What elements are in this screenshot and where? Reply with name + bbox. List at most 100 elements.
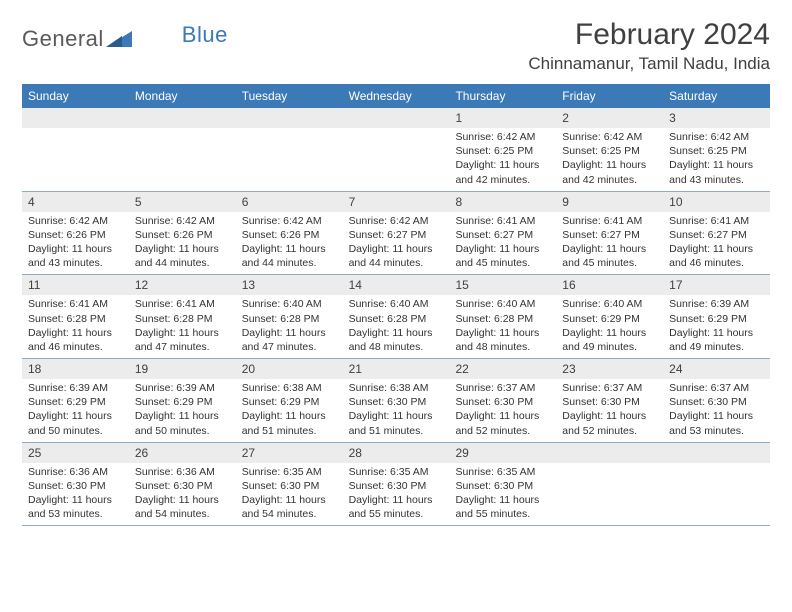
day-cell — [22, 108, 129, 191]
empty-band — [129, 108, 236, 128]
day-cell: 1Sunrise: 6:42 AMSunset: 6:25 PMDaylight… — [449, 108, 556, 191]
day-cell: 23Sunrise: 6:37 AMSunset: 6:30 PMDayligh… — [556, 359, 663, 442]
empty-band — [343, 108, 450, 128]
week-row: 25Sunrise: 6:36 AMSunset: 6:30 PMDayligh… — [22, 443, 770, 527]
day-info: Sunrise: 6:42 AMSunset: 6:27 PMDaylight:… — [343, 212, 450, 275]
day-number: 5 — [129, 192, 236, 212]
day-cell: 28Sunrise: 6:35 AMSunset: 6:30 PMDayligh… — [343, 443, 450, 526]
day-info: Sunrise: 6:38 AMSunset: 6:29 PMDaylight:… — [236, 379, 343, 442]
day-info: Sunrise: 6:35 AMSunset: 6:30 PMDaylight:… — [449, 463, 556, 526]
day-info: Sunrise: 6:37 AMSunset: 6:30 PMDaylight:… — [663, 379, 770, 442]
day-cell: 2Sunrise: 6:42 AMSunset: 6:25 PMDaylight… — [556, 108, 663, 191]
logo-text-b: Blue — [182, 22, 228, 48]
day-number: 29 — [449, 443, 556, 463]
day-info: Sunrise: 6:42 AMSunset: 6:26 PMDaylight:… — [129, 212, 236, 275]
day-number: 16 — [556, 275, 663, 295]
day-number: 18 — [22, 359, 129, 379]
day-number: 12 — [129, 275, 236, 295]
day-cell: 20Sunrise: 6:38 AMSunset: 6:29 PMDayligh… — [236, 359, 343, 442]
day-info: Sunrise: 6:38 AMSunset: 6:30 PMDaylight:… — [343, 379, 450, 442]
day-cell: 22Sunrise: 6:37 AMSunset: 6:30 PMDayligh… — [449, 359, 556, 442]
day-info: Sunrise: 6:41 AMSunset: 6:28 PMDaylight:… — [22, 295, 129, 358]
day-cell: 16Sunrise: 6:40 AMSunset: 6:29 PMDayligh… — [556, 275, 663, 358]
day-number: 9 — [556, 192, 663, 212]
empty-band — [22, 108, 129, 128]
day-cell: 21Sunrise: 6:38 AMSunset: 6:30 PMDayligh… — [343, 359, 450, 442]
day-header: Monday — [129, 84, 236, 108]
day-header: Wednesday — [343, 84, 450, 108]
day-number: 10 — [663, 192, 770, 212]
day-header: Saturday — [663, 84, 770, 108]
day-info: Sunrise: 6:37 AMSunset: 6:30 PMDaylight:… — [556, 379, 663, 442]
day-info: Sunrise: 6:41 AMSunset: 6:27 PMDaylight:… — [449, 212, 556, 275]
day-info: Sunrise: 6:42 AMSunset: 6:25 PMDaylight:… — [556, 128, 663, 191]
day-info: Sunrise: 6:39 AMSunset: 6:29 PMDaylight:… — [22, 379, 129, 442]
day-info: Sunrise: 6:36 AMSunset: 6:30 PMDaylight:… — [129, 463, 236, 526]
day-number: 20 — [236, 359, 343, 379]
logo-text-a: General — [22, 26, 104, 52]
day-number: 14 — [343, 275, 450, 295]
location: Chinnamanur, Tamil Nadu, India — [528, 54, 770, 74]
day-number: 7 — [343, 192, 450, 212]
day-cell: 27Sunrise: 6:35 AMSunset: 6:30 PMDayligh… — [236, 443, 343, 526]
day-header: Tuesday — [236, 84, 343, 108]
day-info: Sunrise: 6:39 AMSunset: 6:29 PMDaylight:… — [129, 379, 236, 442]
day-header-row: SundayMondayTuesdayWednesdayThursdayFrid… — [22, 84, 770, 108]
day-number: 17 — [663, 275, 770, 295]
day-number: 25 — [22, 443, 129, 463]
day-info: Sunrise: 6:35 AMSunset: 6:30 PMDaylight:… — [343, 463, 450, 526]
day-info: Sunrise: 6:41 AMSunset: 6:27 PMDaylight:… — [663, 212, 770, 275]
day-number: 8 — [449, 192, 556, 212]
calendar: SundayMondayTuesdayWednesdayThursdayFrid… — [22, 84, 770, 526]
day-number: 3 — [663, 108, 770, 128]
day-number: 19 — [129, 359, 236, 379]
day-cell: 19Sunrise: 6:39 AMSunset: 6:29 PMDayligh… — [129, 359, 236, 442]
title-block: February 2024 Chinnamanur, Tamil Nadu, I… — [528, 18, 770, 74]
day-cell — [663, 443, 770, 526]
day-cell — [343, 108, 450, 191]
empty-band — [556, 443, 663, 463]
day-cell — [129, 108, 236, 191]
day-cell — [556, 443, 663, 526]
day-header: Sunday — [22, 84, 129, 108]
day-cell: 29Sunrise: 6:35 AMSunset: 6:30 PMDayligh… — [449, 443, 556, 526]
day-info: Sunrise: 6:40 AMSunset: 6:29 PMDaylight:… — [556, 295, 663, 358]
day-cell: 18Sunrise: 6:39 AMSunset: 6:29 PMDayligh… — [22, 359, 129, 442]
day-cell: 24Sunrise: 6:37 AMSunset: 6:30 PMDayligh… — [663, 359, 770, 442]
day-info: Sunrise: 6:42 AMSunset: 6:26 PMDaylight:… — [236, 212, 343, 275]
month-title: February 2024 — [528, 18, 770, 52]
day-number: 28 — [343, 443, 450, 463]
day-info: Sunrise: 6:39 AMSunset: 6:29 PMDaylight:… — [663, 295, 770, 358]
day-header: Friday — [556, 84, 663, 108]
day-info: Sunrise: 6:36 AMSunset: 6:30 PMDaylight:… — [22, 463, 129, 526]
week-row: 18Sunrise: 6:39 AMSunset: 6:29 PMDayligh… — [22, 359, 770, 443]
empty-band — [663, 443, 770, 463]
day-number: 24 — [663, 359, 770, 379]
day-info: Sunrise: 6:40 AMSunset: 6:28 PMDaylight:… — [343, 295, 450, 358]
day-number: 1 — [449, 108, 556, 128]
day-info: Sunrise: 6:40 AMSunset: 6:28 PMDaylight:… — [236, 295, 343, 358]
day-number: 15 — [449, 275, 556, 295]
day-info: Sunrise: 6:41 AMSunset: 6:27 PMDaylight:… — [556, 212, 663, 275]
day-cell: 15Sunrise: 6:40 AMSunset: 6:28 PMDayligh… — [449, 275, 556, 358]
empty-band — [236, 108, 343, 128]
day-number: 27 — [236, 443, 343, 463]
day-number: 23 — [556, 359, 663, 379]
day-cell: 7Sunrise: 6:42 AMSunset: 6:27 PMDaylight… — [343, 192, 450, 275]
header: General Blue February 2024 Chinnamanur, … — [22, 18, 770, 74]
day-cell: 25Sunrise: 6:36 AMSunset: 6:30 PMDayligh… — [22, 443, 129, 526]
day-number: 26 — [129, 443, 236, 463]
day-number: 22 — [449, 359, 556, 379]
day-cell: 10Sunrise: 6:41 AMSunset: 6:27 PMDayligh… — [663, 192, 770, 275]
day-info: Sunrise: 6:42 AMSunset: 6:26 PMDaylight:… — [22, 212, 129, 275]
day-cell: 13Sunrise: 6:40 AMSunset: 6:28 PMDayligh… — [236, 275, 343, 358]
day-cell: 12Sunrise: 6:41 AMSunset: 6:28 PMDayligh… — [129, 275, 236, 358]
logo-triangle-icon — [106, 29, 132, 50]
day-cell: 9Sunrise: 6:41 AMSunset: 6:27 PMDaylight… — [556, 192, 663, 275]
day-cell: 17Sunrise: 6:39 AMSunset: 6:29 PMDayligh… — [663, 275, 770, 358]
day-info: Sunrise: 6:35 AMSunset: 6:30 PMDaylight:… — [236, 463, 343, 526]
day-cell: 11Sunrise: 6:41 AMSunset: 6:28 PMDayligh… — [22, 275, 129, 358]
day-number: 2 — [556, 108, 663, 128]
day-number: 11 — [22, 275, 129, 295]
day-header: Thursday — [449, 84, 556, 108]
